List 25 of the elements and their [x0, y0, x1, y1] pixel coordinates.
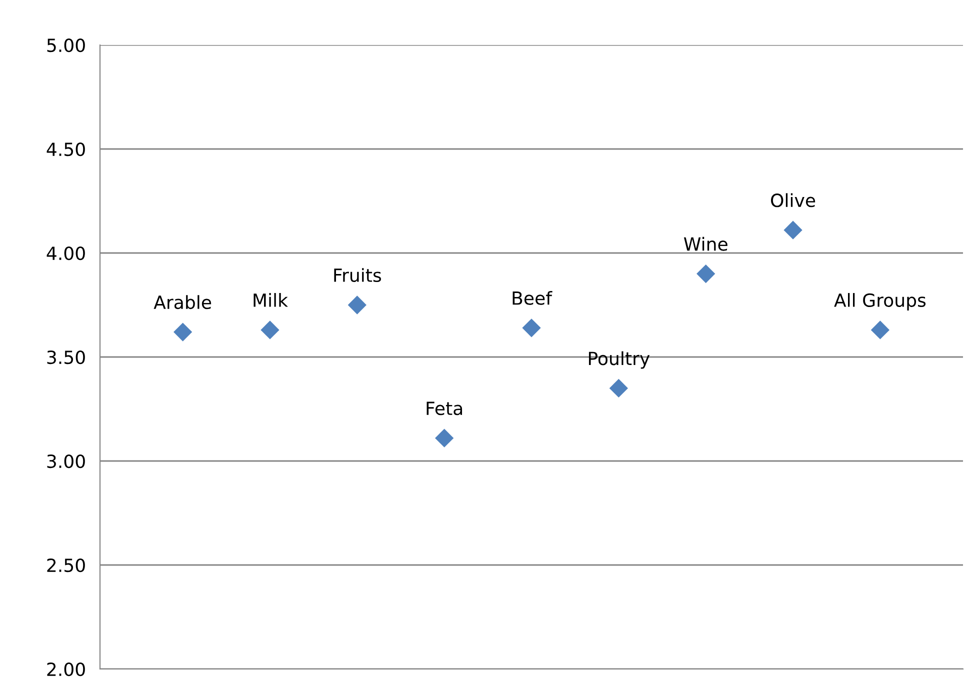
point [173, 322, 192, 342]
point [348, 296, 366, 314]
y-tick-label: 3.00 [47, 454, 85, 468]
x-tick-label: Feta [426, 402, 462, 416]
x-tick-label: Arable [154, 295, 212, 310]
x-tick-label: Poultry [588, 351, 650, 369]
x-tick-label: Milk [254, 293, 288, 307]
x-tick-label: Wine [684, 236, 728, 251]
x-tick-label: All Groups [834, 293, 926, 311]
point [609, 378, 628, 398]
y-tick-label: 4.50 [46, 142, 85, 156]
y-tick-label: 2.50 [47, 558, 85, 572]
point [522, 318, 541, 338]
point [435, 428, 454, 448]
y-tick-label: 5.00 [47, 38, 85, 52]
point [260, 320, 280, 340]
x-tick-label: Beef [512, 290, 552, 305]
y-tick-label: 4.00 [46, 246, 85, 260]
y-tick-label: 2.00 [47, 662, 85, 676]
x-tick-label: Fruits [334, 268, 381, 282]
point [870, 320, 890, 340]
point [784, 220, 802, 240]
point [696, 264, 716, 284]
x-tick-label: Olive [771, 193, 816, 208]
y-tick-label: 3.50 [47, 350, 85, 364]
